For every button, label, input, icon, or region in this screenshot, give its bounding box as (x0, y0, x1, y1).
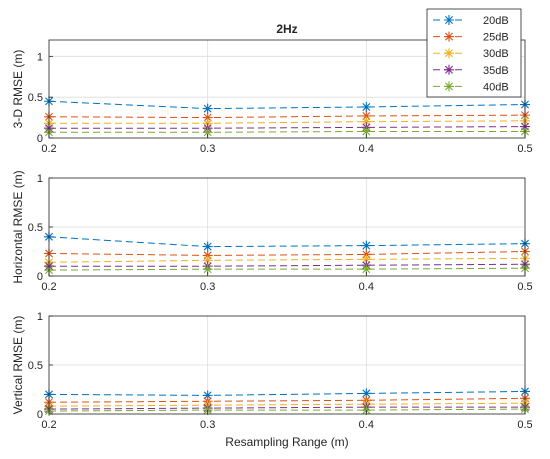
data-point-30dB (361, 254, 372, 265)
figure-title: 2Hz (276, 22, 297, 36)
series-line-35dB (49, 126, 526, 129)
series-line-40dB (48, 408, 526, 412)
legend-marker (444, 48, 454, 59)
y-tick-label: 0.5 (28, 222, 43, 234)
panel-3: 0.2 0.3 0.4 0.5 0 0.5 1 Vertical RMSE (m) (11, 311, 533, 431)
y-tick-label: 1 (37, 173, 43, 185)
data-point-25dB (361, 110, 372, 121)
legend-box (426, 8, 522, 98)
series-line-20dB (48, 100, 526, 110)
x-tick-label: 0.4 (359, 419, 374, 431)
legend-label: 40dB (483, 81, 509, 93)
x-tick-label: 0.2 (41, 281, 56, 293)
series-line-40dB (48, 267, 526, 271)
y-axis-label: Vertical RMSE (m) (11, 316, 25, 415)
series-line-20dB (48, 390, 526, 396)
series-line-30dB (49, 120, 526, 124)
data-point-20dB (202, 103, 213, 114)
data-point-30dB (202, 255, 213, 266)
y-tick-label: 0 (37, 133, 43, 145)
data-point-20dB (202, 241, 213, 252)
y-tick-label: 0.5 (28, 92, 43, 104)
legend-label: 20dB (483, 15, 509, 27)
data-point-40dB (202, 127, 213, 138)
x-tick-label: 0.3 (200, 419, 215, 431)
x-tick-label: 0.5 (517, 419, 532, 431)
series-line-25dB (48, 251, 526, 256)
x-axis-label: Resampling Range (m) (225, 435, 348, 449)
x-tick-label: 0.3 (200, 143, 215, 155)
x-tick-label: 0.3 (200, 281, 215, 293)
data-point-25dB (202, 112, 213, 123)
y-axis-label: Horizontal RMSE (m) (11, 170, 25, 283)
legend-label: 25dB (483, 32, 509, 44)
series-line-20dB (48, 236, 526, 248)
data-point-20dB (361, 240, 372, 251)
data-point-40dB (202, 264, 213, 275)
data-point-20dB (361, 101, 372, 112)
axes-frame (48, 39, 526, 139)
y-tick-label: 1 (37, 311, 43, 323)
series-line-30dB (48, 402, 526, 407)
legend-marker (444, 31, 454, 42)
series-line-25dB (48, 397, 526, 403)
series-line-40dB (49, 130, 525, 133)
series-line-35dB (49, 263, 526, 267)
legend-entry: 35dB (433, 64, 509, 77)
data-point-20dB (202, 390, 213, 401)
x-tick-label: 0.4 (359, 143, 374, 155)
data-point-20dB (361, 388, 372, 399)
x-tick-label: 0.2 (41, 419, 56, 431)
legend-label: 30dB (483, 48, 509, 60)
series-line-30dB (48, 257, 526, 263)
y-tick-label: 1 (37, 51, 43, 63)
x-tick-label: 0.5 (517, 143, 532, 155)
legend: 20dB 25dB 30dB 35dB 40dB (426, 8, 522, 98)
y-tick-label: 0 (37, 271, 43, 283)
data-point-40dB (361, 264, 372, 275)
y-tick-label: 0.5 (28, 360, 43, 372)
legend-marker (444, 64, 454, 75)
x-tick-label: 0.5 (517, 281, 532, 293)
panel-2: 0.2 0.3 0.4 0.5 0 0.5 1 Horizontal RMSE (m) (11, 170, 533, 293)
legend-marker (444, 81, 454, 92)
y-axis-label: 3-D RMSE (m) (11, 50, 25, 129)
legend-label: 35dB (483, 65, 509, 77)
legend-entry: 40dB (433, 81, 509, 93)
x-tick-label: 0.2 (41, 143, 56, 155)
panels: 0.2 0.3 0.4 0.500.513-D RMSE (m)0.2 0.3 0.4 0.… (11, 39, 533, 431)
legend-entry: 20dB (433, 15, 509, 27)
legend-entry: 25dB (433, 32, 509, 44)
data-point-30dB (361, 116, 372, 127)
series-line-35dB (48, 406, 525, 410)
legend-entry: 30dB (433, 48, 509, 60)
y-tick-label: 0 (37, 409, 43, 421)
legend-marker (444, 15, 454, 25)
x-tick-label: 0.4 (359, 281, 374, 293)
data-point-40dB (361, 126, 372, 137)
series-line-25dB (48, 114, 526, 119)
